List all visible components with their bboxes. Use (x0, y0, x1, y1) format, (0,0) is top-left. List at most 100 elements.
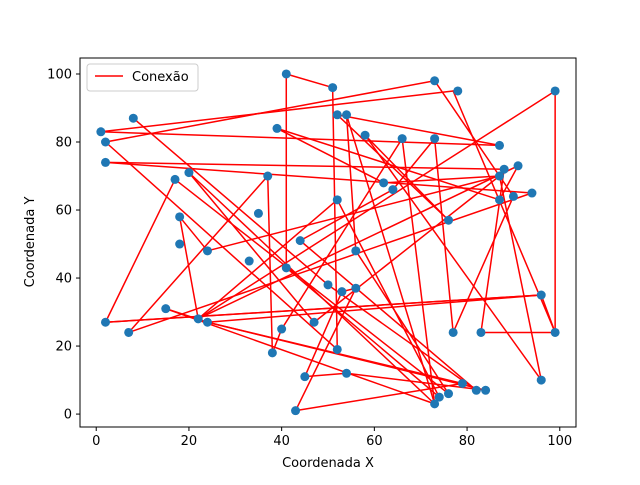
scatter-point (244, 256, 254, 266)
connection-segment (294, 287, 357, 412)
scatter-point (277, 324, 287, 334)
connection-segment (498, 165, 519, 201)
connection-segment (285, 73, 334, 89)
scatter-point (481, 385, 491, 395)
scatter-point (175, 239, 185, 249)
connection-segment (104, 178, 176, 324)
scatter-point (309, 317, 319, 327)
scatter-point (379, 178, 389, 188)
y-axis-ticks: 0 20 40 60 80 100 (47, 67, 80, 423)
scatter-point (499, 164, 509, 174)
scatter-point (281, 69, 291, 79)
scatter-point (100, 157, 110, 167)
y-tick-label: 80 (55, 136, 72, 151)
scatter-point (295, 236, 305, 246)
x-tick-label: 60 (366, 434, 383, 449)
connection-segment (127, 175, 269, 334)
scatter-point (332, 110, 342, 120)
scatter-point (291, 406, 301, 416)
scatter-point (202, 317, 212, 327)
connection-segment (197, 165, 519, 320)
connection-segment (285, 267, 441, 398)
connection-segment (299, 239, 478, 392)
connection-segment (327, 284, 478, 392)
connection-segment (276, 127, 385, 184)
connection-segment (188, 171, 436, 405)
x-axis-label: Coordenada X (282, 456, 374, 471)
x-tick-label: 100 (547, 434, 572, 449)
connection-segment (104, 141, 339, 351)
scatter-point (495, 140, 505, 150)
x-axis-ticks: 0 20 40 60 80 100 (92, 427, 572, 449)
scatter-point (170, 174, 180, 184)
scatter-point (430, 76, 440, 86)
connection-segment (299, 188, 394, 242)
connection-segment (345, 114, 436, 405)
scatter-point (272, 123, 282, 133)
scatter-point (100, 137, 110, 147)
connection-segment (498, 175, 542, 381)
connection-segment (331, 86, 339, 351)
scatter-point (351, 246, 361, 256)
scatter-point (430, 134, 440, 144)
plot-frame (79, 57, 577, 428)
connection-segment (266, 175, 274, 354)
connection-segment (313, 175, 501, 324)
legend-box (86, 63, 199, 92)
connection-segment (392, 137, 436, 191)
connection-segment (188, 171, 315, 324)
scatter-point (342, 368, 352, 378)
scatter-point (323, 280, 333, 290)
scatter-point (360, 130, 370, 140)
connection-segment (382, 175, 501, 184)
scatter-point (281, 263, 291, 273)
y-tick-label: 60 (55, 204, 72, 219)
scatter-point (444, 215, 454, 225)
scatter-point (332, 195, 342, 205)
connection-segment (433, 137, 454, 334)
y-tick-label: 40 (55, 272, 72, 287)
legend: Conexão (86, 63, 199, 92)
scatter-point (328, 83, 338, 93)
connection-segment (132, 117, 329, 286)
scatter-point (96, 127, 106, 137)
connection-segment (100, 90, 454, 133)
connection-segment (336, 114, 501, 147)
connection-segment (336, 199, 441, 398)
scatter-point (175, 212, 185, 222)
scatter-point (536, 290, 546, 300)
connection-segment (127, 192, 533, 334)
connection-segment (197, 199, 339, 320)
scatter-point (267, 348, 277, 358)
scatter-point (471, 385, 481, 395)
scatter-point (193, 314, 203, 324)
scatter-point (508, 191, 518, 201)
scatter-point (337, 287, 347, 297)
scatter-point (202, 246, 212, 256)
scatter-point (253, 208, 263, 218)
connection-segment (364, 134, 542, 381)
scatter-point (332, 344, 342, 354)
scatter-point (527, 188, 537, 198)
connection-segment (178, 216, 199, 320)
scatter-point (263, 171, 273, 181)
scatter-point (161, 304, 171, 314)
scatter-point (513, 161, 523, 171)
x-tick-label: 20 (181, 434, 198, 449)
y-tick-label: 0 (64, 408, 72, 423)
scatter-point (476, 327, 486, 337)
scatter-point (351, 283, 361, 293)
x-tick-label: 80 (459, 434, 476, 449)
scatter-point (124, 327, 134, 337)
connection-segment (401, 137, 436, 405)
scatter-point (184, 168, 194, 178)
scatter-point (453, 86, 463, 96)
scatter-point (495, 171, 505, 181)
scatter-point (342, 110, 352, 120)
y-axis-label: Coordenada Y (23, 197, 38, 288)
connection-segment (276, 127, 501, 201)
connection-segment (206, 294, 542, 324)
scatter-point (550, 327, 560, 337)
